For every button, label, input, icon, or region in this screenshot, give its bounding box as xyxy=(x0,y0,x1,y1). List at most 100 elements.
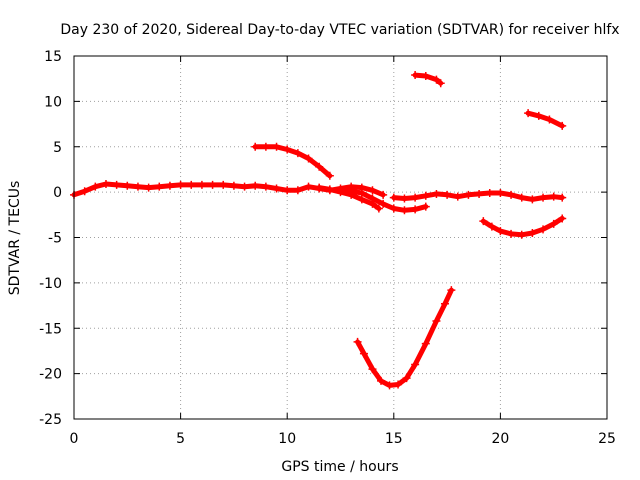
data-point xyxy=(261,142,270,151)
data-point xyxy=(558,121,567,130)
data-point xyxy=(155,182,164,191)
data-point xyxy=(402,374,411,383)
data-point xyxy=(251,181,260,190)
x-tick-label: 5 xyxy=(176,431,185,447)
data-point xyxy=(545,115,554,124)
data-point xyxy=(315,183,324,192)
data-point xyxy=(197,180,206,189)
y-tick-label: 10 xyxy=(44,94,62,110)
series-trace xyxy=(355,287,454,388)
data-point xyxy=(101,179,110,188)
data-point xyxy=(487,222,496,231)
data-point xyxy=(251,142,260,151)
data-point xyxy=(443,190,452,199)
series-arc-upper-right xyxy=(524,109,567,130)
data-point xyxy=(496,227,505,236)
data-point xyxy=(558,193,567,202)
data-point xyxy=(368,194,377,203)
data-point xyxy=(133,182,142,191)
series-arc-deep xyxy=(353,286,456,390)
data-point xyxy=(539,225,548,234)
data-series xyxy=(70,71,567,390)
y-tick-label: -20 xyxy=(39,367,62,383)
data-point xyxy=(293,186,302,195)
data-point xyxy=(240,182,249,191)
data-point xyxy=(534,111,543,120)
x-tick-label: 25 xyxy=(598,431,616,447)
data-point xyxy=(176,180,185,189)
x-axis-label: GPS time / hours xyxy=(281,459,398,475)
data-point xyxy=(144,183,153,192)
series-arc-low-a xyxy=(342,186,430,215)
y-tick-label: -10 xyxy=(39,276,62,292)
data-point xyxy=(496,189,505,198)
data-point xyxy=(528,195,537,204)
data-point xyxy=(272,142,281,151)
data-point xyxy=(304,182,313,191)
data-point xyxy=(353,337,362,346)
y-tick-label: -15 xyxy=(39,321,62,337)
data-point xyxy=(229,181,238,190)
data-point xyxy=(187,180,196,189)
y-tick-label: 15 xyxy=(44,49,62,65)
data-point xyxy=(336,188,345,197)
data-point xyxy=(379,199,388,208)
data-point xyxy=(411,205,420,214)
data-point xyxy=(374,204,383,213)
data-point xyxy=(325,171,334,180)
data-point xyxy=(165,181,174,190)
data-point xyxy=(517,193,526,202)
data-point xyxy=(517,230,526,239)
data-point xyxy=(368,365,377,374)
data-point xyxy=(112,180,121,189)
series-arc-descending-1 xyxy=(315,183,383,213)
x-tick-label: 15 xyxy=(385,431,403,447)
chart-title: Day 230 of 2020, Sidereal Day-to-day VTE… xyxy=(60,22,619,38)
data-point xyxy=(558,214,567,223)
data-point xyxy=(436,79,445,88)
data-point xyxy=(440,299,449,308)
data-point xyxy=(400,194,409,203)
series-arc-high xyxy=(411,71,445,88)
data-point xyxy=(524,109,533,118)
x-tick-label: 0 xyxy=(70,431,79,447)
data-point xyxy=(91,182,100,191)
data-point xyxy=(80,187,89,196)
data-point xyxy=(261,182,270,191)
data-point xyxy=(394,380,403,389)
data-point xyxy=(123,181,132,190)
data-point xyxy=(432,316,441,325)
data-point xyxy=(283,145,292,154)
data-point xyxy=(359,349,368,358)
data-point xyxy=(377,376,386,385)
y-axis-label: SDTVAR / TECUs xyxy=(7,181,23,296)
data-point xyxy=(389,204,398,213)
data-point xyxy=(411,193,420,202)
series-arc-dip-right xyxy=(479,214,567,239)
data-point xyxy=(315,162,324,171)
data-point xyxy=(272,184,281,193)
data-point xyxy=(447,286,456,295)
y-tick-label: -25 xyxy=(39,412,62,428)
data-point xyxy=(219,180,228,189)
data-point xyxy=(304,154,313,163)
series-trace xyxy=(412,72,444,86)
data-point xyxy=(485,189,494,198)
data-point xyxy=(293,149,302,158)
data-point xyxy=(475,189,484,198)
data-point xyxy=(389,193,398,202)
data-point xyxy=(453,192,462,201)
data-point xyxy=(539,193,548,202)
data-point xyxy=(549,192,558,201)
data-point xyxy=(432,75,441,84)
y-tick-label: 5 xyxy=(53,140,62,156)
data-point xyxy=(432,189,441,198)
data-point xyxy=(421,191,430,200)
y-tick-label: -5 xyxy=(48,231,62,247)
series-arc-upper-1 xyxy=(251,142,334,180)
data-point xyxy=(549,219,558,228)
data-point xyxy=(421,339,430,348)
data-point xyxy=(385,381,394,390)
series-arc-low-b xyxy=(389,189,567,204)
